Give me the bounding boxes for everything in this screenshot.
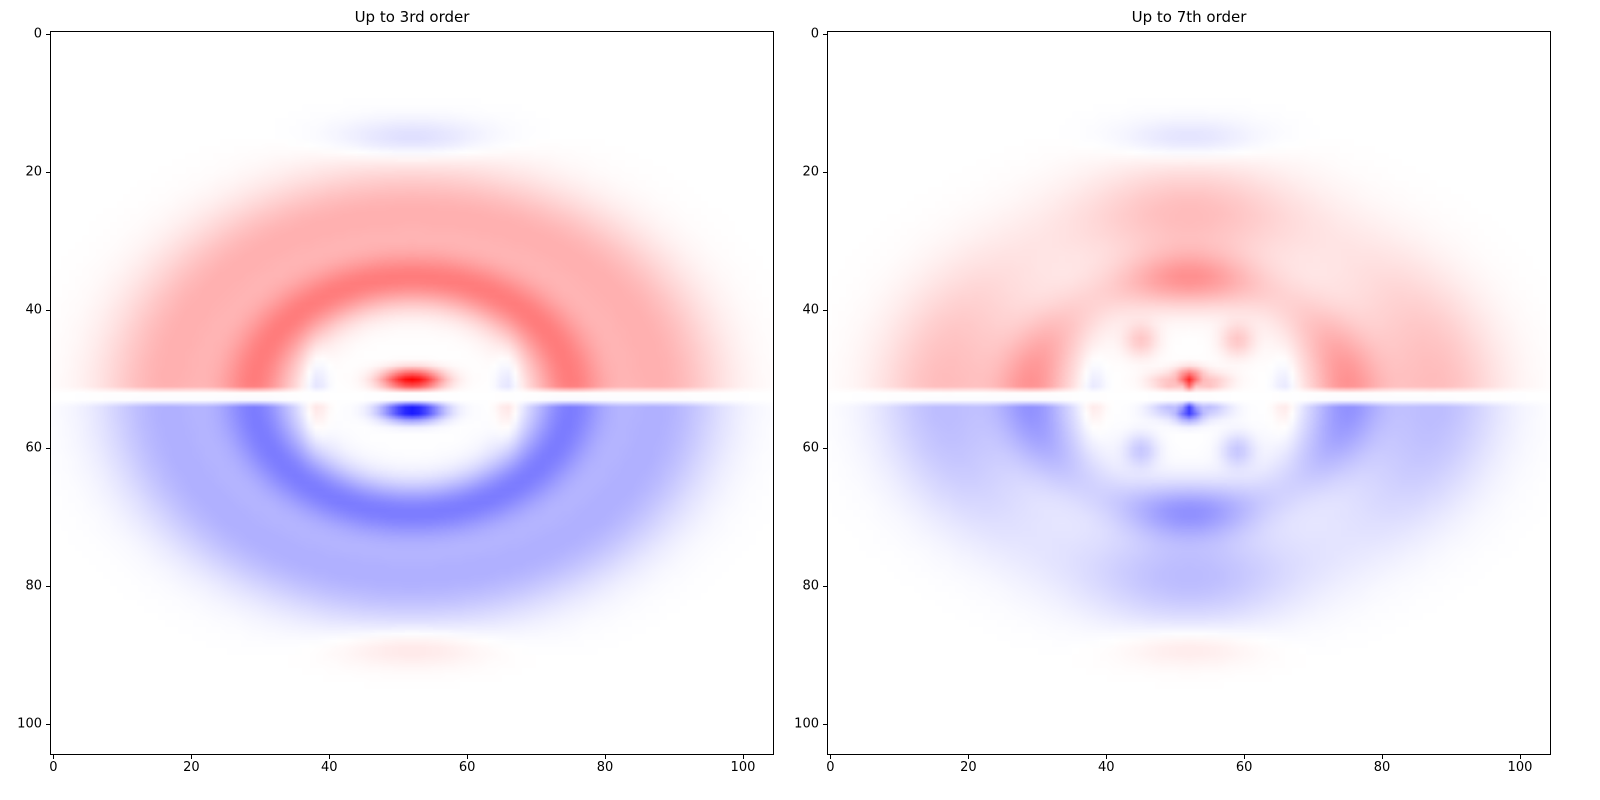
x-tick-label: 40 <box>1097 760 1115 775</box>
heatmap-axes <box>50 31 774 755</box>
x-tick-label: 80 <box>1373 760 1391 775</box>
chart-title: Up to 3rd order <box>354 8 470 26</box>
y-tick-label: 60 <box>802 440 819 456</box>
y-tick <box>46 172 50 174</box>
panel-3rd-order: Up to 3rd order 0 20 40 60 80 100 0 20 40 60 80 100 <box>17 8 774 775</box>
x-tick-label: 20 <box>960 760 977 775</box>
x-tick <box>605 755 607 759</box>
x-tick <box>1244 755 1246 759</box>
y-tick-label: 20 <box>25 164 42 180</box>
heatmap-image <box>828 32 1550 754</box>
x-tick <box>1519 755 1521 759</box>
x-tick <box>53 755 55 759</box>
x-tick-label: 100 <box>1507 760 1533 775</box>
x-tick <box>830 755 832 759</box>
y-tick <box>46 310 50 312</box>
y-tick-label: 60 <box>25 440 42 456</box>
x-tick <box>1382 755 1384 759</box>
x-tick <box>191 755 193 759</box>
heatmap-axes <box>827 31 1551 755</box>
y-tick <box>823 448 827 450</box>
y-tick-label: 80 <box>802 578 819 594</box>
x-tick <box>1106 755 1108 759</box>
y-tick <box>46 723 50 725</box>
y-tick <box>46 34 50 36</box>
x-tick-label: 60 <box>458 760 476 775</box>
chart-title: Up to 7th order <box>1131 8 1247 26</box>
y-tick-label: 20 <box>802 164 819 180</box>
y-tick <box>823 310 827 312</box>
y-tick-label: 100 <box>17 716 42 732</box>
x-tick-label: 0 <box>49 760 58 775</box>
y-tick <box>46 448 50 450</box>
y-tick <box>823 34 827 36</box>
x-tick-label: 100 <box>730 760 756 775</box>
y-tick-label: 0 <box>810 26 819 42</box>
y-tick <box>46 586 50 588</box>
x-tick-label: 40 <box>320 760 338 775</box>
y-tick <box>823 586 827 588</box>
heatmap-image <box>51 32 773 754</box>
x-tick-label: 20 <box>183 760 200 775</box>
x-tick-label: 0 <box>826 760 835 775</box>
y-tick <box>823 172 827 174</box>
x-tick <box>968 755 970 759</box>
y-tick-label: 100 <box>794 716 819 732</box>
y-tick-label: 0 <box>33 26 42 42</box>
y-tick-label: 40 <box>802 302 819 318</box>
x-tick <box>329 755 331 759</box>
y-tick-label: 80 <box>25 578 42 594</box>
y-tick-label: 40 <box>25 302 42 318</box>
x-tick-label: 80 <box>596 760 614 775</box>
x-tick-label: 60 <box>1235 760 1253 775</box>
panel-7th-order: Up to 7th order 0 20 40 60 80 100 0 20 40 60 80 100 <box>794 8 1551 775</box>
y-tick <box>823 723 827 725</box>
x-tick <box>742 755 744 759</box>
x-tick <box>467 755 469 759</box>
